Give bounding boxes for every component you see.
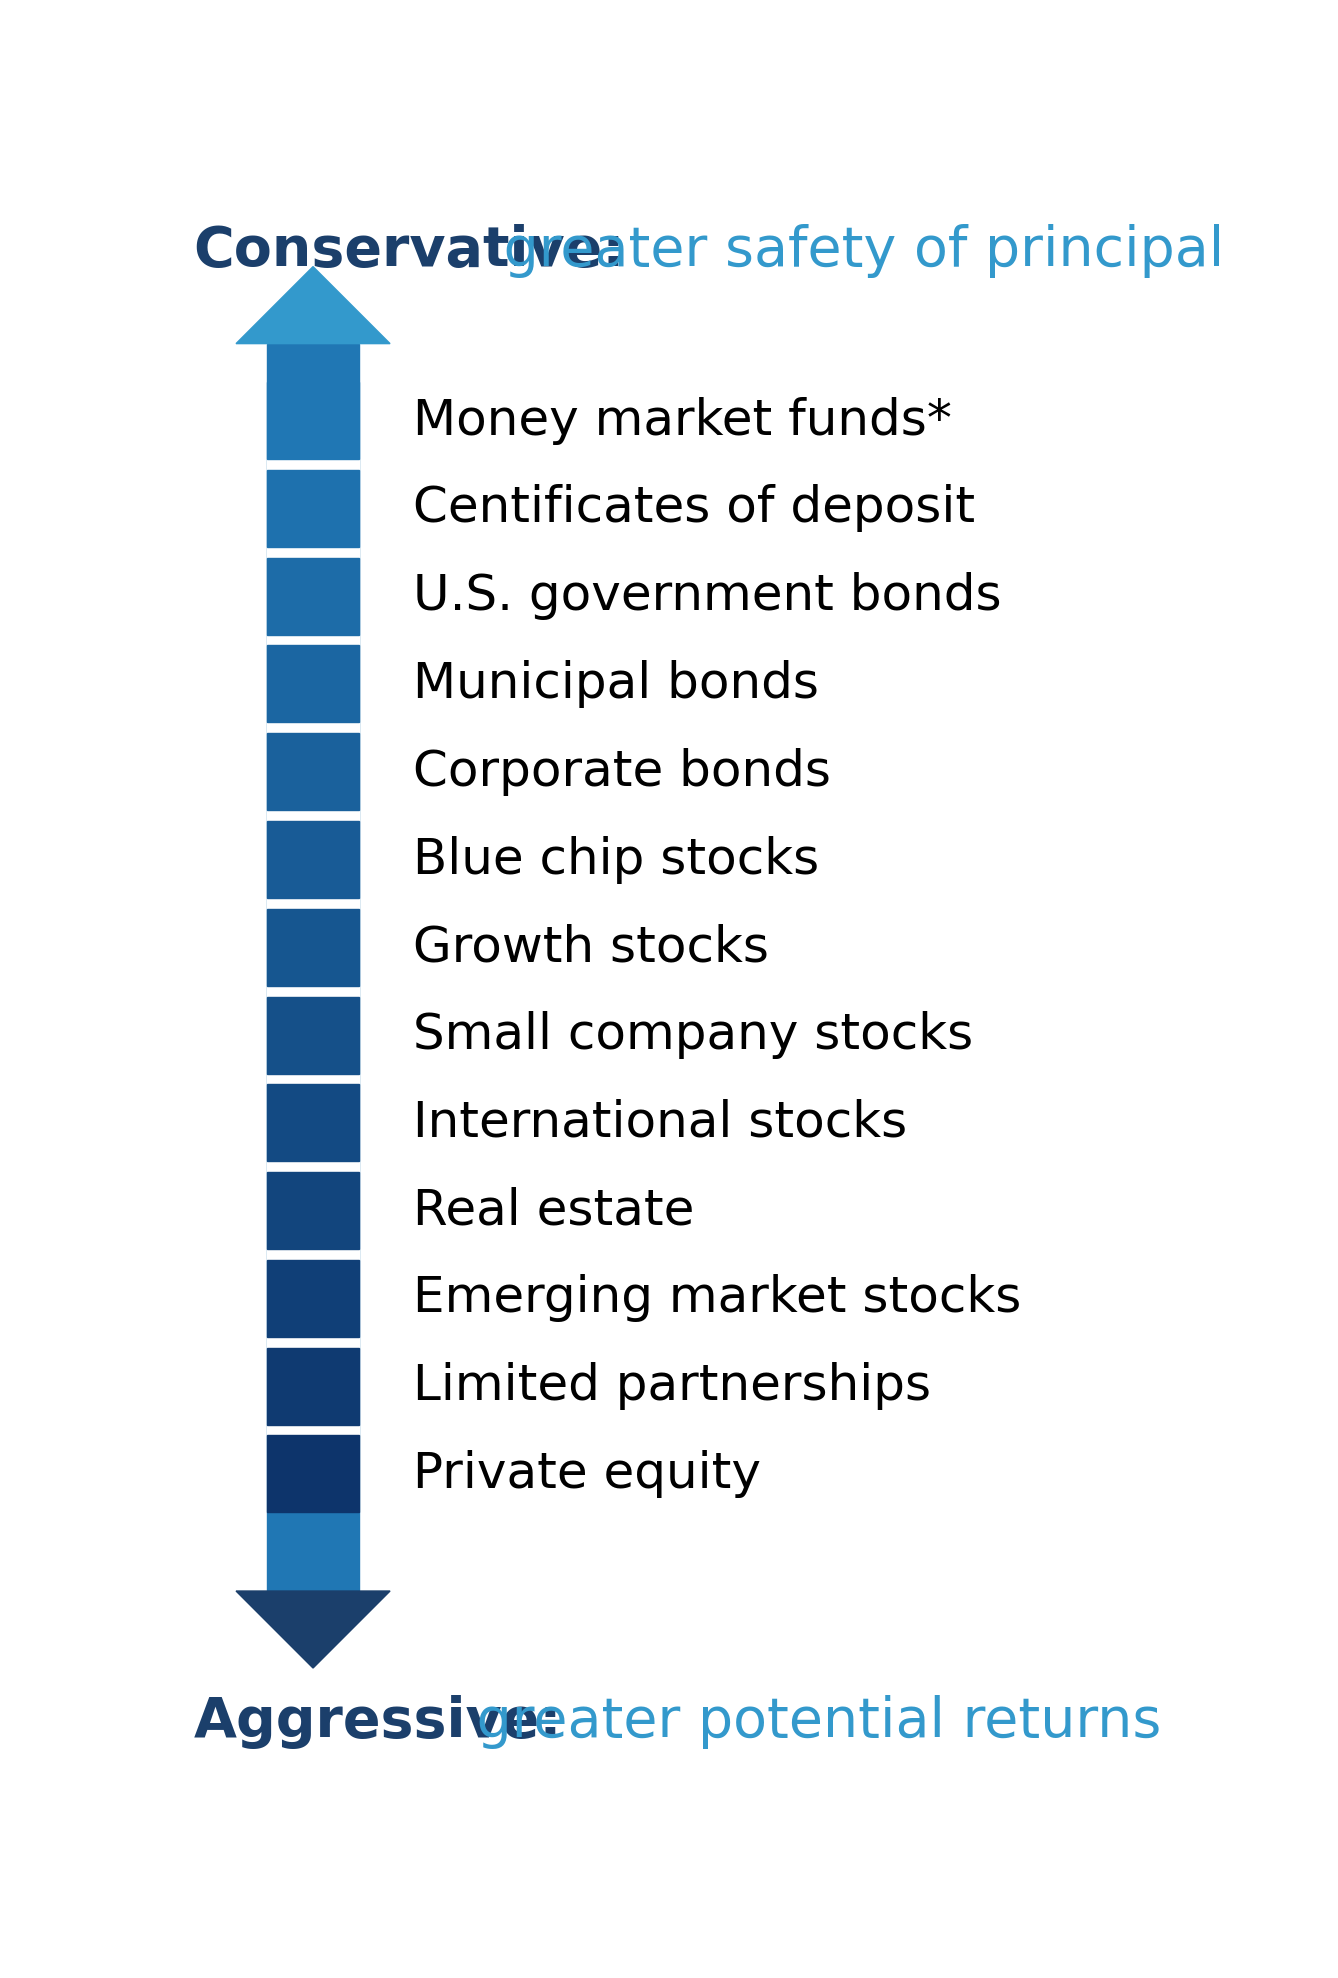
Bar bbox=[266, 898, 359, 908]
Polygon shape bbox=[235, 1590, 391, 1667]
Bar bbox=[266, 722, 359, 734]
Bar bbox=[266, 734, 359, 811]
Bar bbox=[266, 908, 359, 985]
Polygon shape bbox=[235, 267, 391, 344]
Bar bbox=[266, 1436, 359, 1513]
Bar bbox=[266, 471, 359, 546]
Text: Blue chip stocks: Blue chip stocks bbox=[413, 835, 819, 884]
Text: Money market funds*: Money market funds* bbox=[413, 398, 953, 445]
Text: International stocks: International stocks bbox=[413, 1100, 907, 1147]
Bar bbox=[266, 1161, 359, 1173]
Bar bbox=[266, 1260, 359, 1337]
Text: Centificates of deposit: Centificates of deposit bbox=[413, 485, 975, 532]
Bar bbox=[266, 546, 359, 558]
Text: Growth stocks: Growth stocks bbox=[413, 924, 769, 971]
Text: Limited partnerships: Limited partnerships bbox=[413, 1363, 931, 1410]
Text: Aggressive:: Aggressive: bbox=[194, 1695, 562, 1749]
Text: Conservative:: Conservative: bbox=[194, 224, 625, 279]
Bar bbox=[266, 344, 359, 1590]
Bar bbox=[266, 635, 359, 645]
Text: Real estate: Real estate bbox=[413, 1187, 694, 1234]
Text: greater safety of principal: greater safety of principal bbox=[486, 224, 1224, 279]
Text: Corporate bonds: Corporate bonds bbox=[413, 748, 831, 795]
Text: U.S. government bonds: U.S. government bonds bbox=[413, 572, 1002, 621]
Bar bbox=[266, 1347, 359, 1424]
Text: greater potential returns: greater potential returns bbox=[459, 1695, 1161, 1749]
Bar bbox=[266, 558, 359, 635]
Bar bbox=[266, 1337, 359, 1347]
Bar bbox=[266, 1424, 359, 1436]
Bar bbox=[266, 1084, 359, 1161]
Bar bbox=[266, 985, 359, 997]
Bar bbox=[266, 645, 359, 722]
Bar bbox=[266, 997, 359, 1074]
Text: Small company stocks: Small company stocks bbox=[413, 1011, 974, 1058]
Bar bbox=[266, 459, 359, 471]
Bar bbox=[266, 821, 359, 898]
Bar bbox=[266, 1074, 359, 1084]
Bar bbox=[266, 1173, 359, 1250]
Bar bbox=[266, 382, 359, 459]
Text: Private equity: Private equity bbox=[413, 1450, 761, 1497]
Text: Municipal bonds: Municipal bonds bbox=[413, 661, 819, 708]
Text: Emerging market stocks: Emerging market stocks bbox=[413, 1274, 1021, 1323]
Bar bbox=[266, 811, 359, 821]
Bar bbox=[266, 1250, 359, 1260]
